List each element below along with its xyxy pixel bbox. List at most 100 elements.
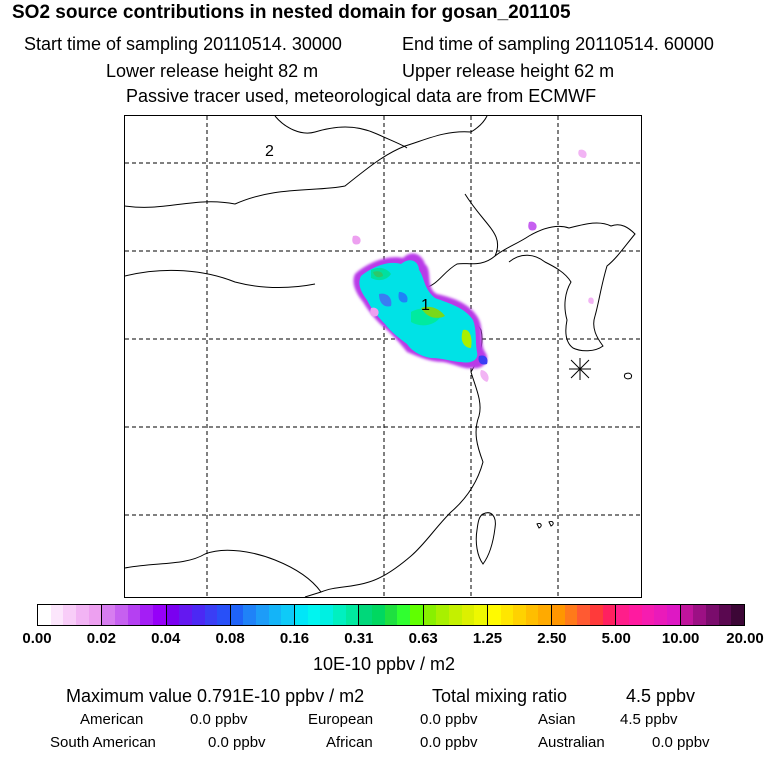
colorbar-segment <box>294 605 359 625</box>
colorbar-tick-label: 0.04 <box>151 630 181 647</box>
receptor-marker-icon <box>569 358 591 380</box>
colorbar-swatch <box>448 605 462 625</box>
colorbar-swatch <box>307 605 321 625</box>
colorbar-swatch <box>179 605 192 625</box>
colorbar-swatch <box>538 605 552 625</box>
australian-value: 0.0 ppbv <box>652 734 710 751</box>
colorbar-swatch <box>667 605 680 625</box>
colorbar-swatch <box>384 605 398 625</box>
colorbar-swatch <box>461 605 475 625</box>
colorbar-swatch <box>217 605 230 625</box>
colorbar-tick-label: 0.02 <box>86 630 116 647</box>
colorbar-swatch <box>63 605 76 625</box>
colorbar-tick-label: 10.00 <box>661 630 700 647</box>
source-label-1: 1 <box>421 297 430 314</box>
colorbar-tick-label: 0.08 <box>215 630 245 647</box>
colorbar-swatch <box>436 605 449 625</box>
max-value-label: Maximum value 0.791E-10 ppbv / m2 <box>66 686 365 706</box>
colorbar-swatch <box>474 605 487 625</box>
colorbar-swatch <box>487 605 501 625</box>
colorbar-swatch <box>345 605 359 625</box>
colorbar-segment <box>38 605 102 625</box>
island-small <box>536 523 542 529</box>
south-american-label: South American <box>50 734 156 751</box>
colorbar-swatch <box>88 605 102 625</box>
colorbar-tick-label: 20.00 <box>726 630 764 647</box>
colorbar-swatch <box>629 605 642 625</box>
australian-label: Australian <box>538 734 605 751</box>
map-panel: 1 2 <box>124 115 642 598</box>
colorbar-segment <box>229 605 295 625</box>
border-inner-2 <box>125 549 322 593</box>
colorbar-tick-label: 0.63 <box>408 630 438 647</box>
colorbar-swatch <box>268 605 282 625</box>
border-inner-1 <box>125 269 316 288</box>
tracer-note: Passive tracer used, meteorological data… <box>126 86 597 106</box>
colorbar-segment <box>615 605 680 625</box>
units-label: 10E-10 ppbv / m2 <box>312 654 456 674</box>
start-time-label: Start time of sampling 20110514. 30000 <box>24 34 342 54</box>
colorbar-swatch <box>320 605 334 625</box>
colorbar-swatch <box>243 605 257 625</box>
colorbar-swatch <box>731 605 744 625</box>
colorbar-swatch <box>256 605 269 625</box>
colorbar-tick-label: 0.16 <box>279 630 310 647</box>
border-north <box>274 116 408 149</box>
african-label: African <box>326 734 373 751</box>
colorbar-swatch <box>295 605 308 625</box>
upper-release-height: Upper release height 62 m <box>402 61 615 81</box>
coast-bohai <box>304 193 499 597</box>
colorbar-swatch <box>281 605 295 625</box>
colorbar-swatch <box>552 605 565 625</box>
total-mixing-label: Total mixing ratio <box>432 686 568 706</box>
chart-title: SO2 source contributions in nested domai… <box>12 2 571 23</box>
lower-release-height: Lower release height 82 m <box>106 61 319 81</box>
colorbar-swatch <box>500 605 514 625</box>
island-taiwan <box>475 512 496 565</box>
european-label: European <box>308 711 374 728</box>
source-label-2: 2 <box>265 143 274 160</box>
american-label: American <box>80 711 144 728</box>
colorbar-swatch <box>705 605 719 625</box>
colorbar-swatch <box>191 605 205 625</box>
colorbar-swatch <box>333 605 346 625</box>
end-time-label: End time of sampling 20110514. 60000 <box>402 34 714 54</box>
colorbar-swatch <box>513 605 526 625</box>
south-american-value: 0.0 ppbv <box>208 734 266 751</box>
total-mixing-value: 4.5 ppbv <box>626 686 696 706</box>
european-value: 0.0 ppbv <box>420 711 478 728</box>
colorbar-swatch <box>718 605 732 625</box>
colorbar-tick-label: 2.50 <box>537 630 567 647</box>
asian-label: Asian <box>538 711 576 728</box>
colorbar-swatch <box>693 605 706 625</box>
colorbar-swatch <box>152 605 166 625</box>
colorbar-swatch <box>75 605 89 625</box>
colorbar-tick-label: 5.00 <box>601 630 631 647</box>
colorbar-swatch <box>590 605 603 625</box>
colorbar-swatch <box>577 605 591 625</box>
colorbar-tick-label: 1.25 <box>472 630 503 647</box>
colorbar-swatch <box>680 605 694 625</box>
colorbar-swatch <box>140 605 153 625</box>
colorbar-swatch <box>654 605 668 625</box>
colorbar-swatch <box>102 605 115 625</box>
colorbar-swatch <box>525 605 539 625</box>
colorbar-swatch <box>38 605 51 625</box>
lat-lon-grid <box>125 116 641 597</box>
colorbar-swatch <box>204 605 218 625</box>
coast-korea <box>494 222 636 352</box>
african-value: 0.0 ppbv <box>420 734 478 751</box>
colorbar-segment <box>486 605 552 625</box>
concentration-plume <box>352 149 594 382</box>
colorbar-swatch <box>616 605 630 625</box>
colorbar-segment <box>358 605 423 625</box>
american-value: 0.0 ppbv <box>190 711 248 728</box>
island-small-2 <box>548 521 554 527</box>
colorbar-segment <box>551 605 616 625</box>
asian-value: 4.5 ppbv <box>620 711 678 728</box>
map-canvas: 1 2 <box>125 116 641 597</box>
colorbar-swatch <box>371 605 385 625</box>
colorbar-tick-label: 0.31 <box>344 630 374 647</box>
coastline-mainland <box>125 116 488 208</box>
colorbar-segment <box>422 605 487 625</box>
